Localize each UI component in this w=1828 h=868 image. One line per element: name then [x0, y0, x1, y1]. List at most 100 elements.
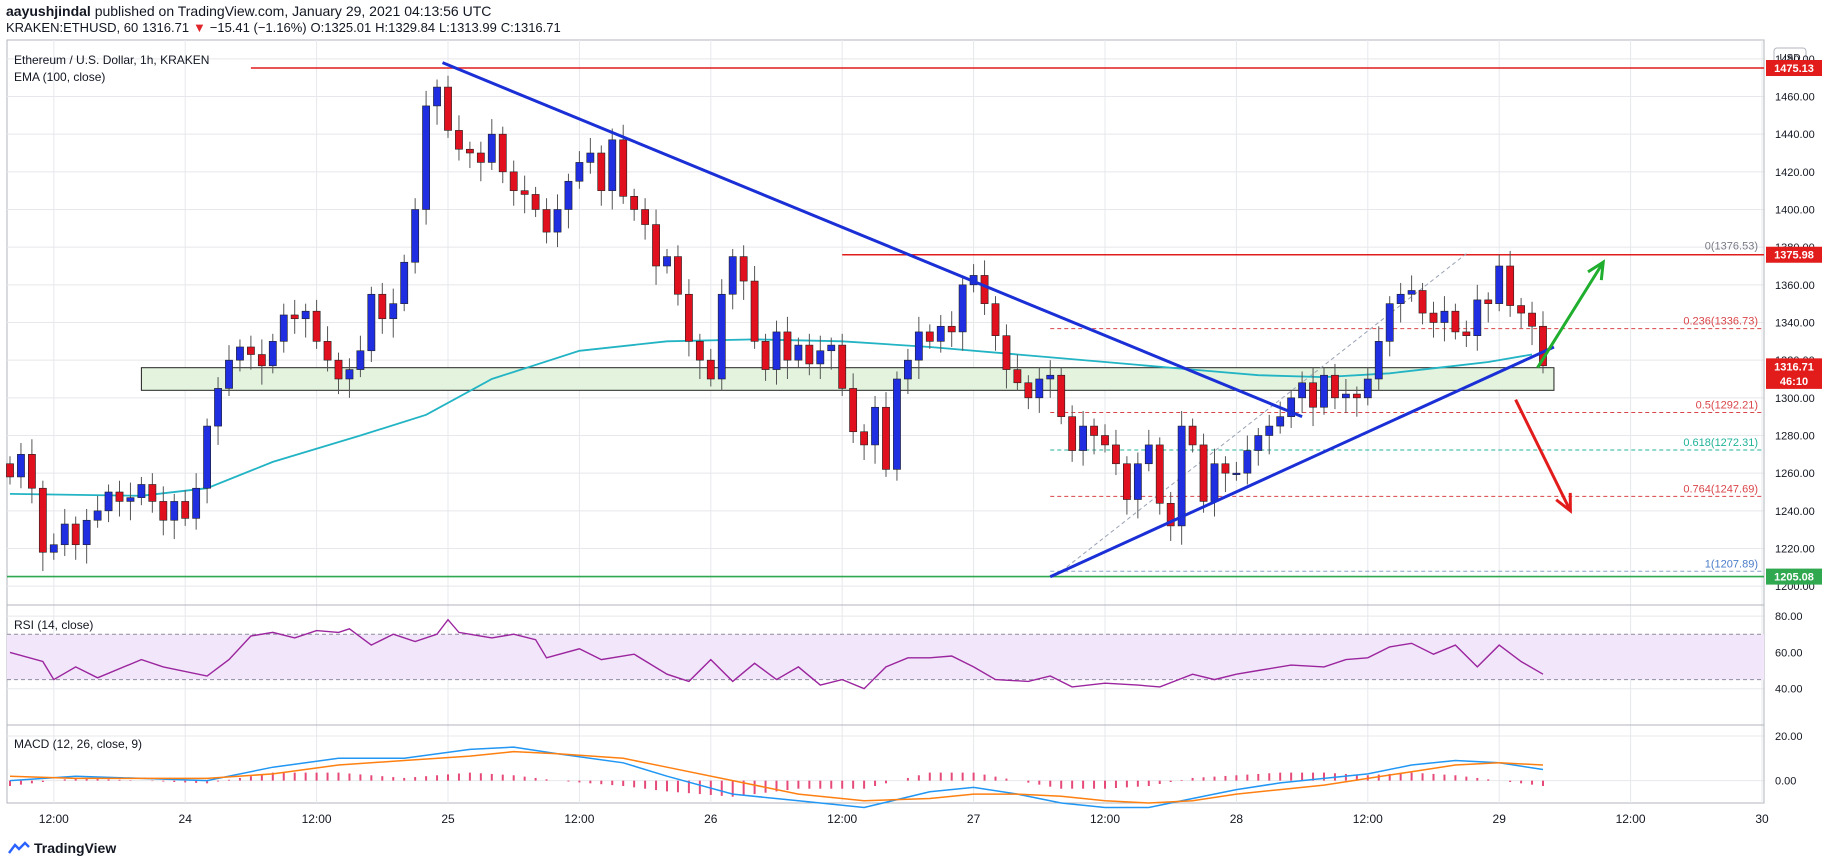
candle-bearish [498, 133, 507, 173]
candle-bullish [236, 346, 244, 361]
candle-bearish [159, 501, 168, 521]
footer-brand[interactable]: TradingView [8, 840, 116, 856]
time-tick-label: 25 [441, 812, 455, 826]
candle-bullish [1396, 293, 1405, 304]
candle-bullish [893, 378, 901, 470]
price-badge-label: 46:10 [1780, 376, 1808, 388]
time-tick-label: 24 [179, 812, 193, 826]
rsi-tick-label: 80.00 [1775, 611, 1803, 623]
candle-bearish [1155, 444, 1164, 504]
price-tick-label: 1420.00 [1775, 167, 1815, 179]
candle-bearish [1090, 425, 1098, 436]
candle-bullish [301, 310, 310, 320]
price-tick-label: 1280.00 [1775, 431, 1815, 443]
candle-bullish [1079, 425, 1087, 451]
candle-bearish [1506, 265, 1515, 306]
price-tick-label: 1220.00 [1775, 544, 1815, 556]
candle-bullish [93, 510, 102, 521]
candle-bearish [783, 331, 792, 361]
bullish-arrow-icon [1536, 261, 1605, 369]
candle-bullish [214, 388, 222, 427]
fib-diagonal [1060, 253, 1467, 572]
candle-bearish [1112, 444, 1120, 465]
candle-bearish [312, 310, 321, 342]
candle-bullish [279, 314, 288, 342]
candle-bearish [925, 331, 934, 342]
chart-title: Ethereum / U.S. Dollar, 1h, KRAKEN [14, 53, 209, 67]
change-arrow-icon: ▼ [192, 20, 206, 35]
candle-bearish [630, 196, 639, 210]
candle-bullish [203, 425, 211, 489]
time-tick-label: 29 [1493, 812, 1507, 826]
candle-bearish [750, 280, 759, 342]
candle-bullish [60, 523, 69, 546]
time-tick-label: 12:00 [564, 812, 594, 826]
candle-bullish [367, 293, 376, 352]
candle-bullish [433, 86, 441, 107]
rsi-tick-label: 40.00 [1775, 684, 1803, 696]
candle-bullish [936, 325, 945, 342]
candle-bullish [1374, 341, 1383, 380]
candle-bullish [871, 406, 879, 446]
macd-label: MACD (12, 26, close, 9) [14, 737, 142, 751]
candle-bearish [27, 454, 36, 489]
rsi-band [7, 634, 1764, 680]
time-tick-label: 12:00 [827, 812, 857, 826]
price-badge [1766, 372, 1822, 389]
candle-bearish [1418, 290, 1427, 314]
bullish-arrow-icon-head [1587, 259, 1606, 281]
candle-bullish [82, 519, 91, 546]
candle-bullish [553, 209, 562, 233]
candle-bullish [1495, 265, 1504, 304]
candle-bullish [17, 454, 25, 478]
candle-bullish [586, 152, 595, 163]
candle-bearish [257, 354, 266, 367]
candle-bearish [378, 293, 387, 320]
price-tick-label: 1300.00 [1775, 393, 1815, 405]
candle-bearish [597, 152, 606, 191]
candle-bearish [739, 256, 748, 282]
candle-bearish [619, 139, 628, 197]
candle-bullish [728, 256, 737, 295]
price-tick-label: 1480.00 [1775, 54, 1815, 66]
candle-bearish [1188, 425, 1197, 446]
price-badge-label: 1205.08 [1774, 572, 1814, 584]
rsi-tick-label: 60.00 [1775, 647, 1803, 659]
time-tick-label: 28 [1230, 812, 1244, 826]
candle-bullish [170, 501, 179, 521]
candle-bullish [1232, 472, 1241, 475]
candle-bullish [1144, 444, 1153, 465]
candle-bearish [509, 171, 518, 191]
candle-bullish [345, 369, 354, 380]
candle-bearish [761, 341, 770, 370]
candle-bullish [958, 284, 967, 333]
ohlc-open: O:1325.01 [310, 20, 372, 35]
candle-bearish [947, 325, 956, 333]
candle-bullish [389, 303, 398, 320]
fib-level-label: 1(1207.89) [1705, 558, 1758, 570]
last-price: 1316.71 [142, 20, 190, 35]
candle-bearish [1451, 310, 1460, 333]
price-tick-label: 1440.00 [1775, 129, 1815, 141]
candle-bullish [717, 293, 726, 380]
candle-bearish [1309, 382, 1317, 408]
candle-bullish [400, 261, 409, 304]
candle-bullish [49, 544, 58, 553]
price-badge-label: 1316.71 [1774, 361, 1814, 373]
price-tick-label: 1460.00 [1775, 92, 1815, 104]
candle-bullish [1440, 310, 1449, 323]
candle-bearish [148, 484, 157, 502]
candle-bearish [849, 388, 858, 433]
candle-bullish [794, 344, 803, 361]
rsi-label: RSI (14, close) [14, 618, 93, 632]
candle-bearish [1101, 435, 1109, 446]
macd-tick-label: 0.00 [1775, 776, 1796, 788]
price-tick-label: 1240.00 [1775, 506, 1815, 518]
candle-bullish [192, 487, 201, 519]
fib-level-label: 0.764(1247.69) [1683, 483, 1758, 495]
candle-bullish [575, 162, 584, 182]
price-tick-label: 1360.00 [1775, 280, 1815, 292]
time-tick-label: 12:00 [1616, 812, 1646, 826]
publisher-name[interactable]: aayushjindal [6, 3, 91, 19]
